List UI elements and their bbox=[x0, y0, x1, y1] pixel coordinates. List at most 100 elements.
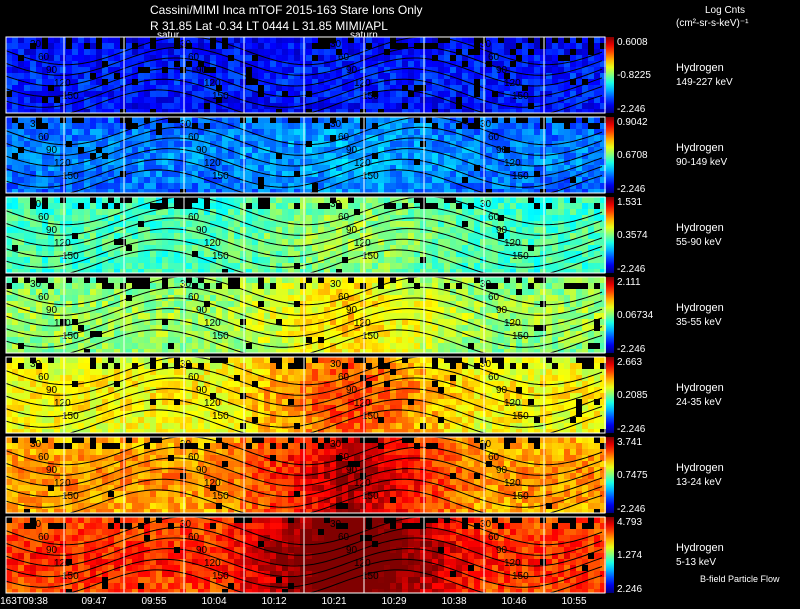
heatmap-cell bbox=[564, 221, 570, 227]
heatmap-cell bbox=[294, 233, 300, 239]
contour-label: 60 bbox=[488, 132, 500, 143]
heatmap-cell bbox=[348, 257, 354, 263]
heatmap-cell bbox=[540, 257, 546, 263]
heatmap-cell bbox=[444, 295, 450, 301]
heatmap-cell bbox=[84, 79, 90, 85]
heatmap-cell bbox=[96, 109, 102, 113]
heatmap-cell bbox=[198, 49, 204, 55]
heatmap-cell bbox=[114, 159, 120, 165]
heatmap-cell bbox=[408, 49, 414, 55]
heatmap-cell bbox=[474, 227, 480, 233]
heatmap-cell bbox=[390, 135, 396, 141]
heatmap-cell bbox=[600, 67, 606, 73]
heatmap-cell bbox=[168, 141, 174, 147]
heatmap-cell bbox=[270, 227, 276, 233]
heatmap-cell bbox=[456, 153, 462, 159]
heatmap-cell bbox=[156, 43, 162, 49]
heatmap-cell bbox=[552, 295, 558, 301]
heatmap-cell bbox=[372, 183, 378, 189]
heatmap-cell bbox=[420, 289, 426, 295]
heatmap-cell bbox=[192, 325, 198, 331]
heatmap-cell bbox=[60, 147, 66, 153]
heatmap-cell bbox=[30, 307, 36, 313]
heatmap-cell bbox=[468, 227, 474, 233]
heatmap-cell bbox=[168, 209, 174, 215]
heatmap-cell bbox=[450, 239, 456, 245]
contour-label: 60 bbox=[488, 212, 500, 223]
heatmap-cell bbox=[462, 159, 468, 165]
heatmap-cell bbox=[216, 135, 222, 141]
heatmap-cell bbox=[516, 197, 522, 203]
heatmap-cell bbox=[474, 295, 480, 301]
heatmap-cell bbox=[282, 153, 288, 159]
heatmap-cell bbox=[492, 289, 498, 295]
heatmap-cell bbox=[594, 141, 600, 147]
heatmap-cell bbox=[36, 203, 42, 209]
heatmap-cell bbox=[120, 91, 126, 97]
heatmap-cell bbox=[528, 233, 534, 239]
heatmap-cell bbox=[342, 159, 348, 165]
heatmap-cell bbox=[288, 97, 294, 103]
heatmap-cell bbox=[552, 37, 558, 43]
heatmap-cell bbox=[102, 49, 108, 55]
heatmap-cell bbox=[60, 245, 66, 251]
heatmap-cell bbox=[306, 257, 312, 263]
heatmap-cell bbox=[414, 263, 420, 269]
heatmap-cell bbox=[78, 37, 84, 43]
heatmap-cell bbox=[474, 97, 480, 103]
heatmap-cell bbox=[318, 103, 324, 109]
heatmap-cell bbox=[420, 49, 426, 55]
heatmap-cell bbox=[234, 295, 240, 301]
heatmap-cell bbox=[84, 263, 90, 269]
heatmap-cell bbox=[6, 331, 12, 337]
heatmap-cell bbox=[306, 209, 312, 215]
contour-label: 150 bbox=[512, 171, 529, 182]
heatmap-cell bbox=[174, 165, 180, 171]
heatmap-cell bbox=[36, 159, 42, 165]
heatmap-cell bbox=[486, 135, 492, 141]
heatmap-cell bbox=[138, 245, 144, 251]
heatmap-cell bbox=[228, 313, 234, 319]
heatmap-cell bbox=[186, 55, 192, 61]
heatmap-cell bbox=[420, 103, 426, 109]
heatmap-cell bbox=[504, 221, 510, 227]
heatmap-cell bbox=[192, 295, 198, 301]
heatmap-cell bbox=[186, 43, 192, 49]
heatmap-cell bbox=[54, 239, 60, 245]
heatmap-cell bbox=[210, 165, 216, 171]
heatmap-cell bbox=[54, 55, 60, 61]
heatmap-cell bbox=[120, 307, 126, 313]
heatmap-cell bbox=[252, 55, 258, 61]
heatmap-cell bbox=[48, 245, 54, 251]
heatmap-cell bbox=[492, 209, 498, 215]
heatmap-cell bbox=[36, 97, 42, 103]
heatmap-cell bbox=[582, 233, 588, 239]
heatmap-cell bbox=[168, 263, 174, 269]
heatmap-cell bbox=[366, 61, 372, 67]
heatmap-cell bbox=[366, 97, 372, 103]
heatmap-cell bbox=[36, 263, 42, 269]
heatmap-cell bbox=[456, 277, 462, 283]
heatmap-cell bbox=[114, 123, 120, 129]
heatmap-cell bbox=[36, 239, 42, 245]
heatmap-cell bbox=[48, 203, 54, 209]
heatmap-cell bbox=[132, 91, 138, 97]
heatmap-cell bbox=[240, 159, 246, 165]
heatmap-cell bbox=[198, 233, 204, 239]
heatmap-cell bbox=[162, 283, 168, 289]
heatmap-cell bbox=[276, 319, 282, 325]
heatmap-cell bbox=[84, 153, 90, 159]
heatmap-cell bbox=[216, 189, 222, 193]
heatmap-cell bbox=[480, 269, 486, 273]
heatmap-cell bbox=[144, 307, 150, 313]
heatmap-cell bbox=[312, 159, 318, 165]
heatmap-cell bbox=[114, 203, 120, 209]
heatmap-cell bbox=[396, 123, 402, 129]
heatmap-cell bbox=[336, 117, 342, 123]
heatmap-cell bbox=[306, 295, 312, 301]
heatmap-cell bbox=[570, 61, 576, 67]
heatmap-cell bbox=[348, 165, 354, 171]
heatmap-cell bbox=[6, 135, 12, 141]
heatmap-cell bbox=[192, 251, 198, 257]
heatmap-cell bbox=[474, 37, 480, 43]
